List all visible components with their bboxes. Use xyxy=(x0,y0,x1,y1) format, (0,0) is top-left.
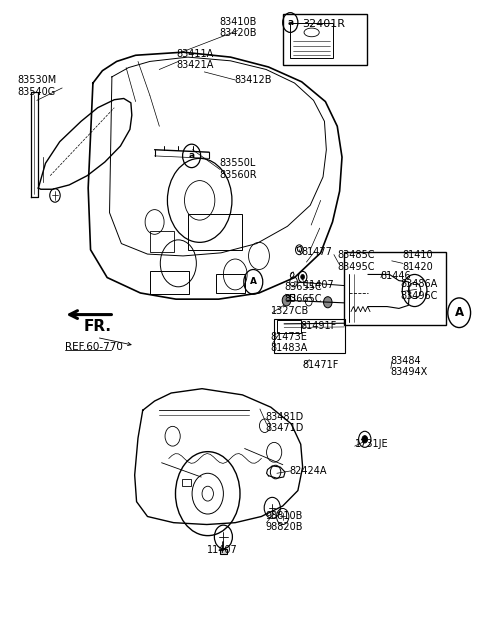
Text: 81491F: 81491F xyxy=(301,321,337,331)
Text: 83485C
83495C: 83485C 83495C xyxy=(338,250,375,272)
Bar xyxy=(283,14,367,65)
Text: 32401R: 32401R xyxy=(302,19,346,29)
Circle shape xyxy=(324,297,332,308)
Text: 11407: 11407 xyxy=(303,280,335,290)
Bar xyxy=(344,252,446,325)
Bar xyxy=(150,271,189,294)
Bar xyxy=(188,214,242,250)
Text: 83486A
83496C: 83486A 83496C xyxy=(400,279,438,301)
Bar xyxy=(150,231,174,252)
Text: REF.60-770: REF.60-770 xyxy=(65,341,123,352)
Text: 81473E
81483A: 81473E 81483A xyxy=(271,331,308,353)
Text: 81477: 81477 xyxy=(301,247,333,257)
Circle shape xyxy=(362,435,368,443)
Text: 83411A
83421A: 83411A 83421A xyxy=(177,49,214,70)
Bar xyxy=(216,275,245,293)
Text: a: a xyxy=(287,18,293,27)
Text: 82424A: 82424A xyxy=(290,466,327,476)
Bar xyxy=(290,22,333,59)
Text: 81410
81420: 81410 81420 xyxy=(403,250,433,272)
Text: A: A xyxy=(250,277,257,287)
Text: A: A xyxy=(455,307,464,319)
Text: 83481D
83471D: 83481D 83471D xyxy=(265,412,303,434)
Text: 81471F: 81471F xyxy=(302,359,339,369)
Text: a: a xyxy=(189,151,195,160)
Text: 81446: 81446 xyxy=(380,270,410,281)
Circle shape xyxy=(301,275,304,279)
Bar xyxy=(220,549,227,554)
Circle shape xyxy=(282,295,291,306)
Text: 83530M
83540G: 83530M 83540G xyxy=(17,75,56,97)
Text: 83484
83494X: 83484 83494X xyxy=(390,356,428,378)
Text: FR.: FR. xyxy=(84,319,111,334)
Bar xyxy=(274,319,345,353)
Text: 83410B
83420B: 83410B 83420B xyxy=(219,17,256,38)
Text: 83550L
83560R: 83550L 83560R xyxy=(219,158,257,179)
Text: 98810B
98820B: 98810B 98820B xyxy=(265,511,303,532)
Text: 83655C
83665C: 83655C 83665C xyxy=(284,282,322,304)
Bar xyxy=(277,320,301,333)
Text: 83412B: 83412B xyxy=(234,75,272,85)
Bar xyxy=(182,480,191,485)
Text: 11407: 11407 xyxy=(207,545,238,555)
Text: 1731JE: 1731JE xyxy=(355,439,388,449)
Text: 1327CB: 1327CB xyxy=(271,307,309,316)
